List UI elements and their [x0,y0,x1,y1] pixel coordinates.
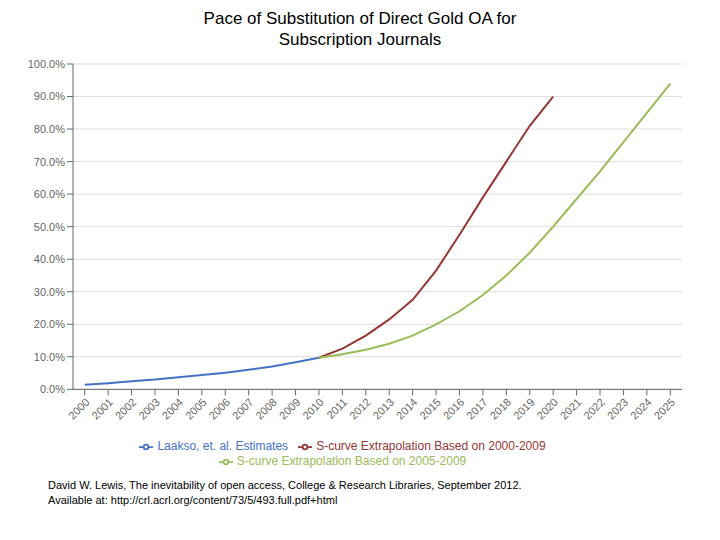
svg-text:2004: 2004 [160,396,186,422]
html-text:Pace of Substitution of Direct: Pace of Substitution of Direct Gold OA f… [203,9,517,49]
html-text:Laakso, et. al. Estimates: Laakso, et. al. Estimates [157,439,289,454]
svg-text:2018: 2018 [487,396,513,422]
svg-text:30.0%: 30.0% [34,286,65,298]
svg-text:2002: 2002 [113,396,139,422]
svg-text:2017: 2017 [464,396,490,422]
html-text:David W. Lewis, The inevitabil: David W. Lewis, The inevitability of ope… [48,479,522,491]
svg-text:2014: 2014 [394,396,420,422]
svg-text:2003: 2003 [136,396,162,422]
svg-text:20.0%: 20.0% [34,318,65,330]
svg-text:2008: 2008 [253,396,279,422]
svg-text:80.0%: 80.0% [34,123,65,135]
svg-text:90.0%: 90.0% [34,90,65,102]
svg-text:0.0%: 0.0% [40,383,65,395]
svg-text:2000: 2000 [66,396,92,422]
svg-text:2011: 2011 [324,396,349,421]
svg-text:2020: 2020 [534,396,560,422]
svg-text:2016: 2016 [441,396,467,422]
html-text:S-curve Extrapolation Based on: S-curve Extrapolation Based on 2000-2009 [316,439,546,454]
svg-text:100.0%: 100.0% [28,58,66,70]
svg-text:2023: 2023 [605,396,631,422]
svg-text:2005: 2005 [183,396,209,422]
svg-text:70.0%: 70.0% [34,156,65,168]
svg-text:2001: 2001 [89,396,115,422]
svg-text:10.0%: 10.0% [34,351,65,363]
svg-text:2012: 2012 [347,396,373,422]
svg-text:50.0%: 50.0% [34,221,65,233]
svg-text:2013: 2013 [370,396,396,422]
html-text:S-curve Extrapolation Based on: S-curve Extrapolation Based on 2005-2009 [236,454,467,469]
svg-text:60.0%: 60.0% [34,188,65,200]
svg-text:2022: 2022 [581,396,607,422]
svg-text:2009: 2009 [277,396,303,422]
svg-text:2021: 2021 [558,396,584,422]
svg-text:2010: 2010 [300,396,326,422]
svg-text:2019: 2019 [511,396,537,422]
html-text:Available at: http://crl.acrl.: Available at: http://crl.acrl.org/conten… [48,494,338,506]
svg-text:2015: 2015 [417,396,443,422]
svg-text:2006: 2006 [206,396,232,422]
svg-text:2007: 2007 [230,396,256,422]
svg-text:40.0%: 40.0% [34,253,65,265]
svg-text:2025: 2025 [651,396,677,422]
svg-text:2024: 2024 [628,396,654,422]
